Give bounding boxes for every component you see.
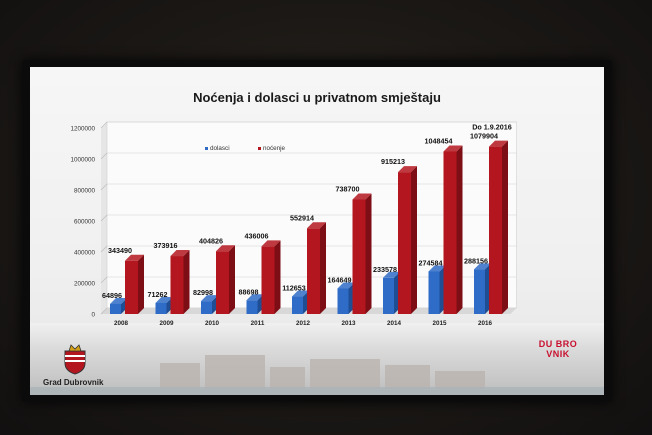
- tourism-logo-text: DU BRO VNIK: [538, 339, 578, 359]
- y-tick-label: 1000000: [70, 157, 95, 164]
- dolasci-bar-top: [110, 297, 127, 304]
- x-tick-label: 2009: [159, 320, 174, 327]
- x-tick-label: 2010: [205, 320, 220, 327]
- x-tick-label: 2008: [114, 320, 129, 327]
- nocenje-data-label: 738700: [336, 185, 360, 194]
- dolasci-bar-top: [383, 271, 400, 278]
- chart-annotation: Do 1.9.2016: [472, 123, 512, 132]
- gridline: [100, 276, 108, 284]
- nocenje-data-label: 1048454: [425, 136, 453, 145]
- nocenje-bar-top: [307, 222, 326, 229]
- dolasci-bar: [474, 269, 485, 314]
- nocenje-bar-side: [229, 245, 235, 314]
- nocenje-data-label: 343490: [108, 246, 132, 255]
- dolasci-bar-top: [201, 295, 218, 302]
- y-tick-label: 200000: [74, 281, 96, 288]
- nocenje-bar-side: [320, 222, 326, 314]
- dolasci-data-label: 233578: [373, 265, 397, 274]
- dolasci-data-label: 288156: [464, 256, 488, 265]
- nocenje-bar-top: [352, 193, 372, 200]
- x-tick-label: 2015: [432, 320, 447, 327]
- legend-label-nocenje: noćenje: [263, 145, 286, 152]
- dolasci-bar: [201, 301, 212, 314]
- nocenje-data-label: 1079904: [470, 132, 498, 141]
- dolasci-bar-top: [246, 294, 264, 301]
- nocenje-bar: [352, 199, 366, 314]
- nocenje-bar: [398, 172, 411, 314]
- dolasci-bar-top: [155, 296, 173, 303]
- nocenje-bar-top: [443, 145, 463, 152]
- y-tick-label: 800000: [74, 188, 96, 195]
- dolasci-data-label: 82998: [193, 288, 213, 297]
- slide-title: Noćenja i dolasci u privatnom smještaju: [193, 90, 441, 105]
- nocenje-bar: [261, 246, 275, 314]
- y-tick-label: 400000: [74, 250, 96, 257]
- nocenje-bar: [443, 151, 457, 314]
- nocenje-bar: [307, 228, 320, 314]
- x-tick-label: 2014: [387, 320, 402, 327]
- dolasci-bar-top: [292, 290, 309, 297]
- nocenje-bar-side: [502, 140, 508, 314]
- nocenje-bar-top: [216, 245, 235, 252]
- city-photo-strip: [30, 323, 604, 395]
- x-tick-label: 2016: [478, 320, 493, 327]
- dolasci-bar: [337, 288, 349, 314]
- dolasci-data-label: 64896: [102, 291, 122, 300]
- nocenje-bar: [489, 146, 502, 314]
- dolasci-data-label: 71262: [148, 290, 168, 299]
- nocenje-bar: [170, 256, 184, 314]
- nocenje-bar-side: [274, 240, 281, 314]
- nocenje-data-label: 552914: [290, 213, 314, 222]
- nocenje-bar-side: [411, 166, 417, 314]
- nocenje-data-label: 915213: [381, 157, 405, 166]
- gridline: [100, 307, 108, 315]
- gridline: [100, 245, 108, 253]
- dolasci-bar: [246, 300, 258, 314]
- dolasci-data-label: 274584: [419, 258, 443, 267]
- nocenje-bar-top: [398, 166, 417, 173]
- dolasci-bar: [110, 303, 121, 314]
- legend-swatch-nocenje: [258, 147, 261, 150]
- nocenje-bar-top: [489, 140, 508, 147]
- nocenje-bar-side: [456, 145, 463, 314]
- gridline: [100, 183, 108, 191]
- nocenje-bar-side: [365, 193, 372, 314]
- x-tick-label: 2012: [296, 320, 311, 327]
- dolasci-data-label: 164649: [328, 275, 352, 284]
- legend-swatch-dolasci: [205, 147, 208, 150]
- dolasci-bar-top: [474, 263, 491, 270]
- dolasci-bar-top: [428, 265, 446, 272]
- nocenje-data-label: 436006: [245, 231, 269, 240]
- dolasci-bar: [292, 296, 303, 314]
- dolasci-data-label: 112653: [282, 284, 306, 293]
- gridline: [100, 152, 108, 160]
- x-tick-label: 2013: [341, 320, 356, 327]
- dolasci-bar: [155, 302, 167, 314]
- gridline: [100, 214, 108, 222]
- footer-label: Grad Dubrovnik: [43, 378, 104, 387]
- nocenje-data-label: 373916: [154, 241, 178, 250]
- nocenje-bar-top: [170, 250, 190, 257]
- dolasci-bar: [383, 277, 394, 314]
- dolasci-bar: [428, 271, 440, 314]
- dolasci-data-label: 88698: [239, 287, 259, 296]
- nocenje-bar-top: [261, 240, 281, 247]
- nocenje-bar-side: [183, 250, 190, 314]
- nocenje-bar-top: [125, 254, 144, 261]
- nocenje-bar: [216, 251, 229, 314]
- gridline: [100, 121, 108, 129]
- y-tick-label: 600000: [74, 219, 96, 226]
- dubrovnik-crest-icon: [62, 343, 88, 375]
- legend-label-dolasci: dolasci: [210, 145, 230, 152]
- nocenje-data-label: 404826: [199, 236, 223, 245]
- x-tick-label: 2011: [251, 320, 265, 327]
- y-tick-label: 1200000: [70, 126, 95, 133]
- nocenje-bar-side: [138, 254, 144, 314]
- y-tick-label: 0: [91, 312, 95, 319]
- nocenje-bar: [125, 260, 138, 314]
- dolasci-bar-top: [337, 282, 355, 289]
